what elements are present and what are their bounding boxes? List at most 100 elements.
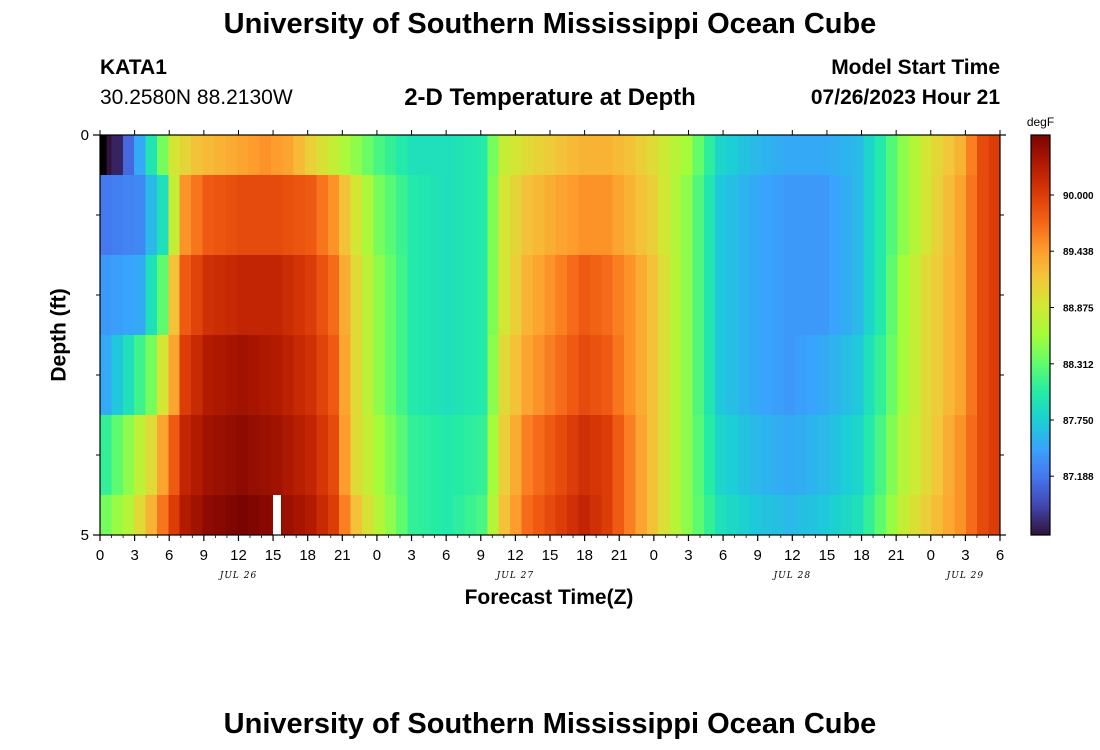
heatmap-cell xyxy=(817,255,830,335)
heatmap-cell xyxy=(726,175,739,255)
heatmap-cell xyxy=(327,135,340,175)
heatmap-cell xyxy=(806,135,819,175)
heatmap-cell xyxy=(589,255,602,335)
heatmap-cell xyxy=(122,255,135,335)
heatmap-cell xyxy=(749,135,762,175)
heatmap-cell xyxy=(498,255,511,335)
heatmap-cell xyxy=(532,175,545,255)
heatmap-cell xyxy=(384,255,397,335)
heatmap-cell xyxy=(635,495,648,535)
heatmap-cell xyxy=(156,415,169,495)
heatmap-cell xyxy=(760,335,773,415)
heatmap-cell xyxy=(134,255,147,335)
heatmap-cell xyxy=(931,135,944,175)
heatmap-cell xyxy=(829,255,842,335)
heatmap-cell xyxy=(396,175,409,255)
heatmap-cell xyxy=(259,255,272,335)
heatmap-cell xyxy=(931,335,944,415)
heatmap-cell xyxy=(464,135,477,175)
heatmap-cell xyxy=(487,335,500,415)
x-tick-label: 12 xyxy=(784,547,801,564)
heatmap-cell xyxy=(145,335,158,415)
heatmap-cell xyxy=(635,135,648,175)
heatmap-cell xyxy=(954,495,967,535)
heatmap-cell xyxy=(305,175,318,255)
heatmap-cell xyxy=(840,415,853,495)
heatmap-cell xyxy=(453,415,466,495)
heatmap-cell xyxy=(453,135,466,175)
heatmap-cell xyxy=(521,135,534,175)
heatmap-cell xyxy=(943,415,956,495)
heatmap-cell xyxy=(430,415,443,495)
heatmap-cell xyxy=(977,495,990,535)
heatmap-cell xyxy=(145,415,158,495)
heatmap-cell xyxy=(749,415,762,495)
heatmap-cell xyxy=(373,135,386,175)
x-tick-label: 12 xyxy=(507,547,524,564)
heatmap-cell xyxy=(886,135,899,175)
heatmap-cell xyxy=(589,495,602,535)
heatmap-cell xyxy=(134,175,147,255)
heatmap-cell xyxy=(601,495,614,535)
heatmap-cell xyxy=(988,335,1001,415)
heatmap-cell xyxy=(897,175,910,255)
heatmap-cell xyxy=(191,495,204,535)
heatmap-cell xyxy=(749,175,762,255)
heatmap-cell xyxy=(168,495,181,535)
heatmap-cell xyxy=(863,255,876,335)
heatmap-cell xyxy=(977,335,990,415)
heatmap-cell xyxy=(555,175,568,255)
heatmap-cell xyxy=(487,495,500,535)
heatmap-cell xyxy=(418,255,431,335)
heatmap-cell xyxy=(236,335,249,415)
heatmap-cell xyxy=(578,415,591,495)
heatmap-cell xyxy=(350,495,363,535)
heatmap-cell xyxy=(943,255,956,335)
x-tick-label: 21 xyxy=(611,547,628,564)
heatmap-cell xyxy=(612,255,625,335)
colorbar-label: 89.438 xyxy=(1063,247,1094,258)
heatmap-cell xyxy=(441,135,454,175)
heatmap-cell xyxy=(851,255,864,335)
heatmap-cell xyxy=(669,415,682,495)
heatmap-cell xyxy=(772,495,785,535)
heatmap-cell xyxy=(555,415,568,495)
heatmap-cell xyxy=(475,415,488,495)
heatmap-cell xyxy=(737,175,750,255)
heatmap-cell xyxy=(418,415,431,495)
heatmap-cell xyxy=(225,495,238,535)
heatmap-cell xyxy=(111,255,124,335)
heatmap-cell xyxy=(589,415,602,495)
heatmap-cell xyxy=(327,335,340,415)
heatmap-cell xyxy=(202,255,215,335)
heatmap-cell xyxy=(567,175,580,255)
heatmap-cell xyxy=(213,175,226,255)
heatmap-cell xyxy=(373,415,386,495)
heatmap-cell xyxy=(532,335,545,415)
heatmap-cell xyxy=(954,135,967,175)
heatmap-cell xyxy=(179,135,192,175)
heatmap-cell xyxy=(236,135,249,175)
heatmap-cell xyxy=(624,175,637,255)
heatmap-cell xyxy=(544,135,557,175)
heatmap-cell xyxy=(213,415,226,495)
heatmap-cell xyxy=(703,415,716,495)
heatmap-cell xyxy=(282,135,295,175)
heatmap-cell xyxy=(122,335,135,415)
heatmap-cell xyxy=(248,415,261,495)
heatmap-cell xyxy=(475,255,488,335)
heatmap-cell xyxy=(886,175,899,255)
page-title-repeat: University of Southern Mississippi Ocean… xyxy=(223,708,877,740)
heatmap-cell xyxy=(327,175,340,255)
heatmap-cell xyxy=(373,335,386,415)
heatmap-cell xyxy=(316,335,329,415)
heatmap-cell xyxy=(624,255,637,335)
x-tick-label: 18 xyxy=(853,547,870,564)
heatmap-cell xyxy=(920,135,933,175)
heatmap-cell xyxy=(111,175,124,255)
heatmap-cell xyxy=(407,255,420,335)
heatmap-cell xyxy=(316,415,329,495)
heatmap-cell xyxy=(612,335,625,415)
heatmap-cell xyxy=(236,495,249,535)
heatmap-cell xyxy=(305,335,318,415)
